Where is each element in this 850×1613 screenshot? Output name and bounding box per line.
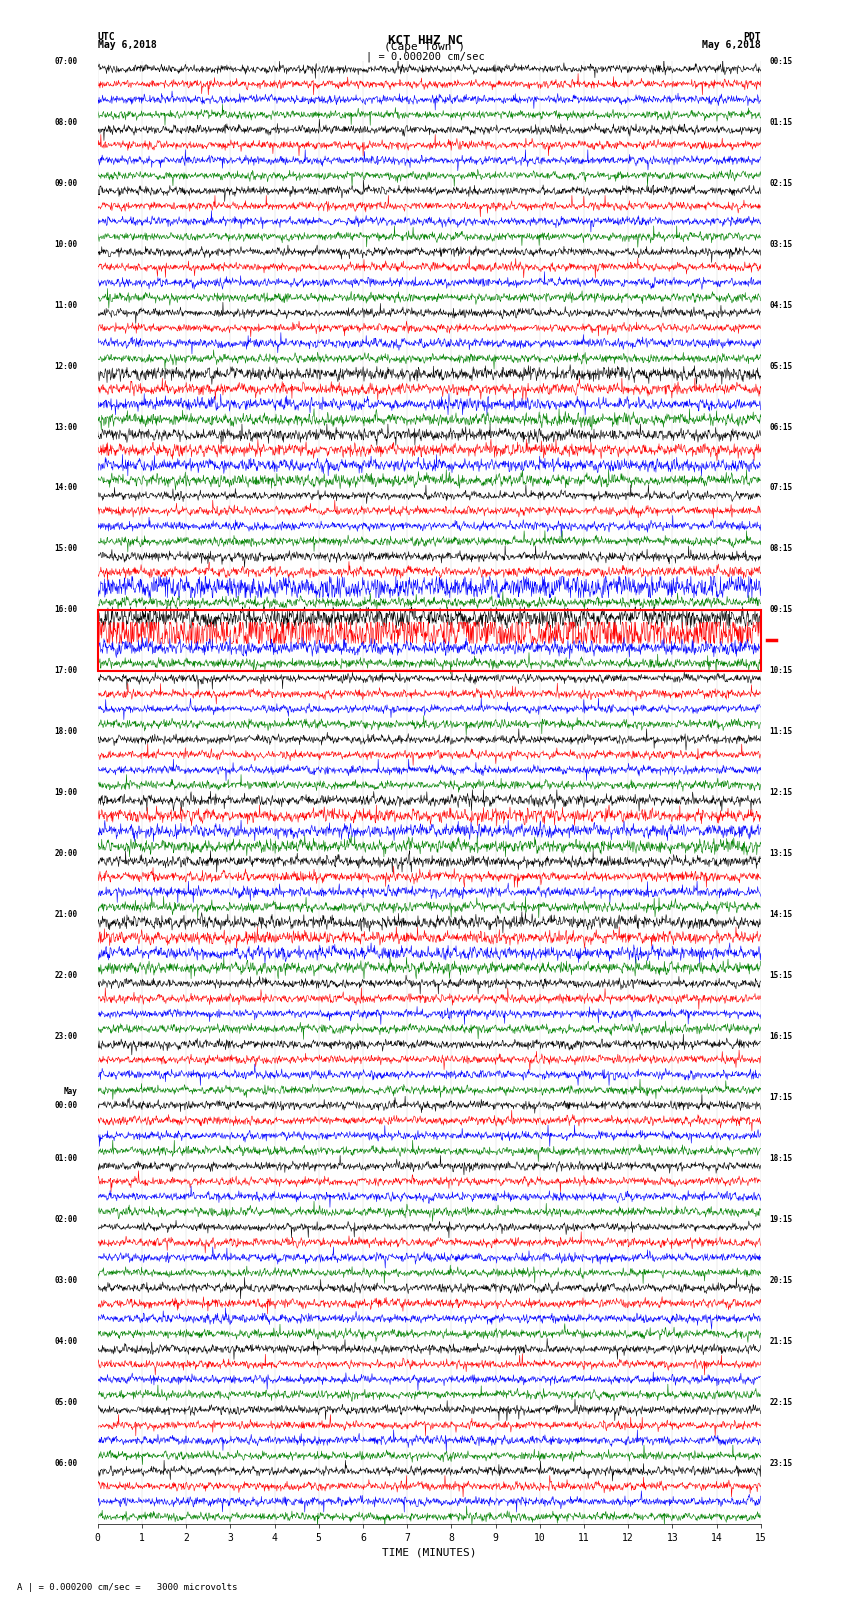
Text: 09:00: 09:00 bbox=[54, 179, 78, 187]
Text: 21:15: 21:15 bbox=[769, 1337, 793, 1345]
Text: 11:00: 11:00 bbox=[54, 300, 78, 310]
Text: 02:00: 02:00 bbox=[54, 1215, 78, 1224]
Text: 05:00: 05:00 bbox=[54, 1398, 78, 1407]
Text: 08:00: 08:00 bbox=[54, 118, 78, 127]
Text: 04:15: 04:15 bbox=[769, 300, 793, 310]
Text: 18:15: 18:15 bbox=[769, 1153, 793, 1163]
Text: 18:00: 18:00 bbox=[54, 727, 78, 736]
Text: May: May bbox=[64, 1087, 78, 1097]
Text: 07:00: 07:00 bbox=[54, 56, 78, 66]
Text: 01:15: 01:15 bbox=[769, 118, 793, 127]
Text: 20:15: 20:15 bbox=[769, 1276, 793, 1286]
Text: (Cape Town ): (Cape Town ) bbox=[384, 42, 466, 52]
Text: 13:15: 13:15 bbox=[769, 850, 793, 858]
Text: UTC: UTC bbox=[98, 32, 116, 42]
Text: 10:15: 10:15 bbox=[769, 666, 793, 676]
Text: 15:15: 15:15 bbox=[769, 971, 793, 981]
Text: 02:15: 02:15 bbox=[769, 179, 793, 187]
Text: 09:15: 09:15 bbox=[769, 605, 793, 615]
Text: 16:00: 16:00 bbox=[54, 605, 78, 615]
Text: 00:00: 00:00 bbox=[54, 1100, 78, 1110]
Text: 22:00: 22:00 bbox=[54, 971, 78, 981]
Text: 01:00: 01:00 bbox=[54, 1153, 78, 1163]
Text: 23:15: 23:15 bbox=[769, 1458, 793, 1468]
Text: | = 0.000200 cm/sec: | = 0.000200 cm/sec bbox=[366, 52, 484, 63]
X-axis label: TIME (MINUTES): TIME (MINUTES) bbox=[382, 1547, 477, 1558]
Text: 03:15: 03:15 bbox=[769, 240, 793, 248]
Text: 23:00: 23:00 bbox=[54, 1032, 78, 1040]
Text: 15:00: 15:00 bbox=[54, 545, 78, 553]
Text: 19:00: 19:00 bbox=[54, 789, 78, 797]
Text: May 6,2018: May 6,2018 bbox=[98, 40, 156, 50]
Text: 08:15: 08:15 bbox=[769, 545, 793, 553]
Text: 12:00: 12:00 bbox=[54, 361, 78, 371]
Text: 22:15: 22:15 bbox=[769, 1398, 793, 1407]
Text: 04:00: 04:00 bbox=[54, 1337, 78, 1345]
Text: 06:00: 06:00 bbox=[54, 1458, 78, 1468]
Text: 17:15: 17:15 bbox=[769, 1094, 793, 1102]
Text: 10:00: 10:00 bbox=[54, 240, 78, 248]
Text: 05:15: 05:15 bbox=[769, 361, 793, 371]
Text: A | = 0.000200 cm/sec =   3000 microvolts: A | = 0.000200 cm/sec = 3000 microvolts bbox=[17, 1582, 237, 1592]
Text: 00:15: 00:15 bbox=[769, 56, 793, 66]
Text: May 6,2018: May 6,2018 bbox=[702, 40, 761, 50]
Text: 19:15: 19:15 bbox=[769, 1215, 793, 1224]
Text: 14:15: 14:15 bbox=[769, 910, 793, 919]
Text: 11:15: 11:15 bbox=[769, 727, 793, 736]
Text: 07:15: 07:15 bbox=[769, 484, 793, 492]
Text: PDT: PDT bbox=[743, 32, 761, 42]
Text: 03:00: 03:00 bbox=[54, 1276, 78, 1286]
Text: 17:00: 17:00 bbox=[54, 666, 78, 676]
Text: 06:15: 06:15 bbox=[769, 423, 793, 432]
Text: 20:00: 20:00 bbox=[54, 850, 78, 858]
Text: 16:15: 16:15 bbox=[769, 1032, 793, 1040]
Text: 13:00: 13:00 bbox=[54, 423, 78, 432]
Bar bbox=[98, 610, 761, 671]
Text: 12:15: 12:15 bbox=[769, 789, 793, 797]
Text: 21:00: 21:00 bbox=[54, 910, 78, 919]
Text: KCT HHZ NC: KCT HHZ NC bbox=[388, 34, 462, 47]
Text: 14:00: 14:00 bbox=[54, 484, 78, 492]
